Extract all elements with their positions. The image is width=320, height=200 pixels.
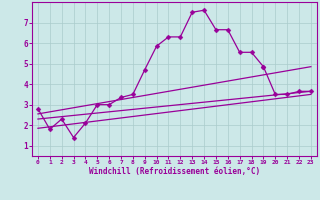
X-axis label: Windchill (Refroidissement éolien,°C): Windchill (Refroidissement éolien,°C) [89,167,260,176]
